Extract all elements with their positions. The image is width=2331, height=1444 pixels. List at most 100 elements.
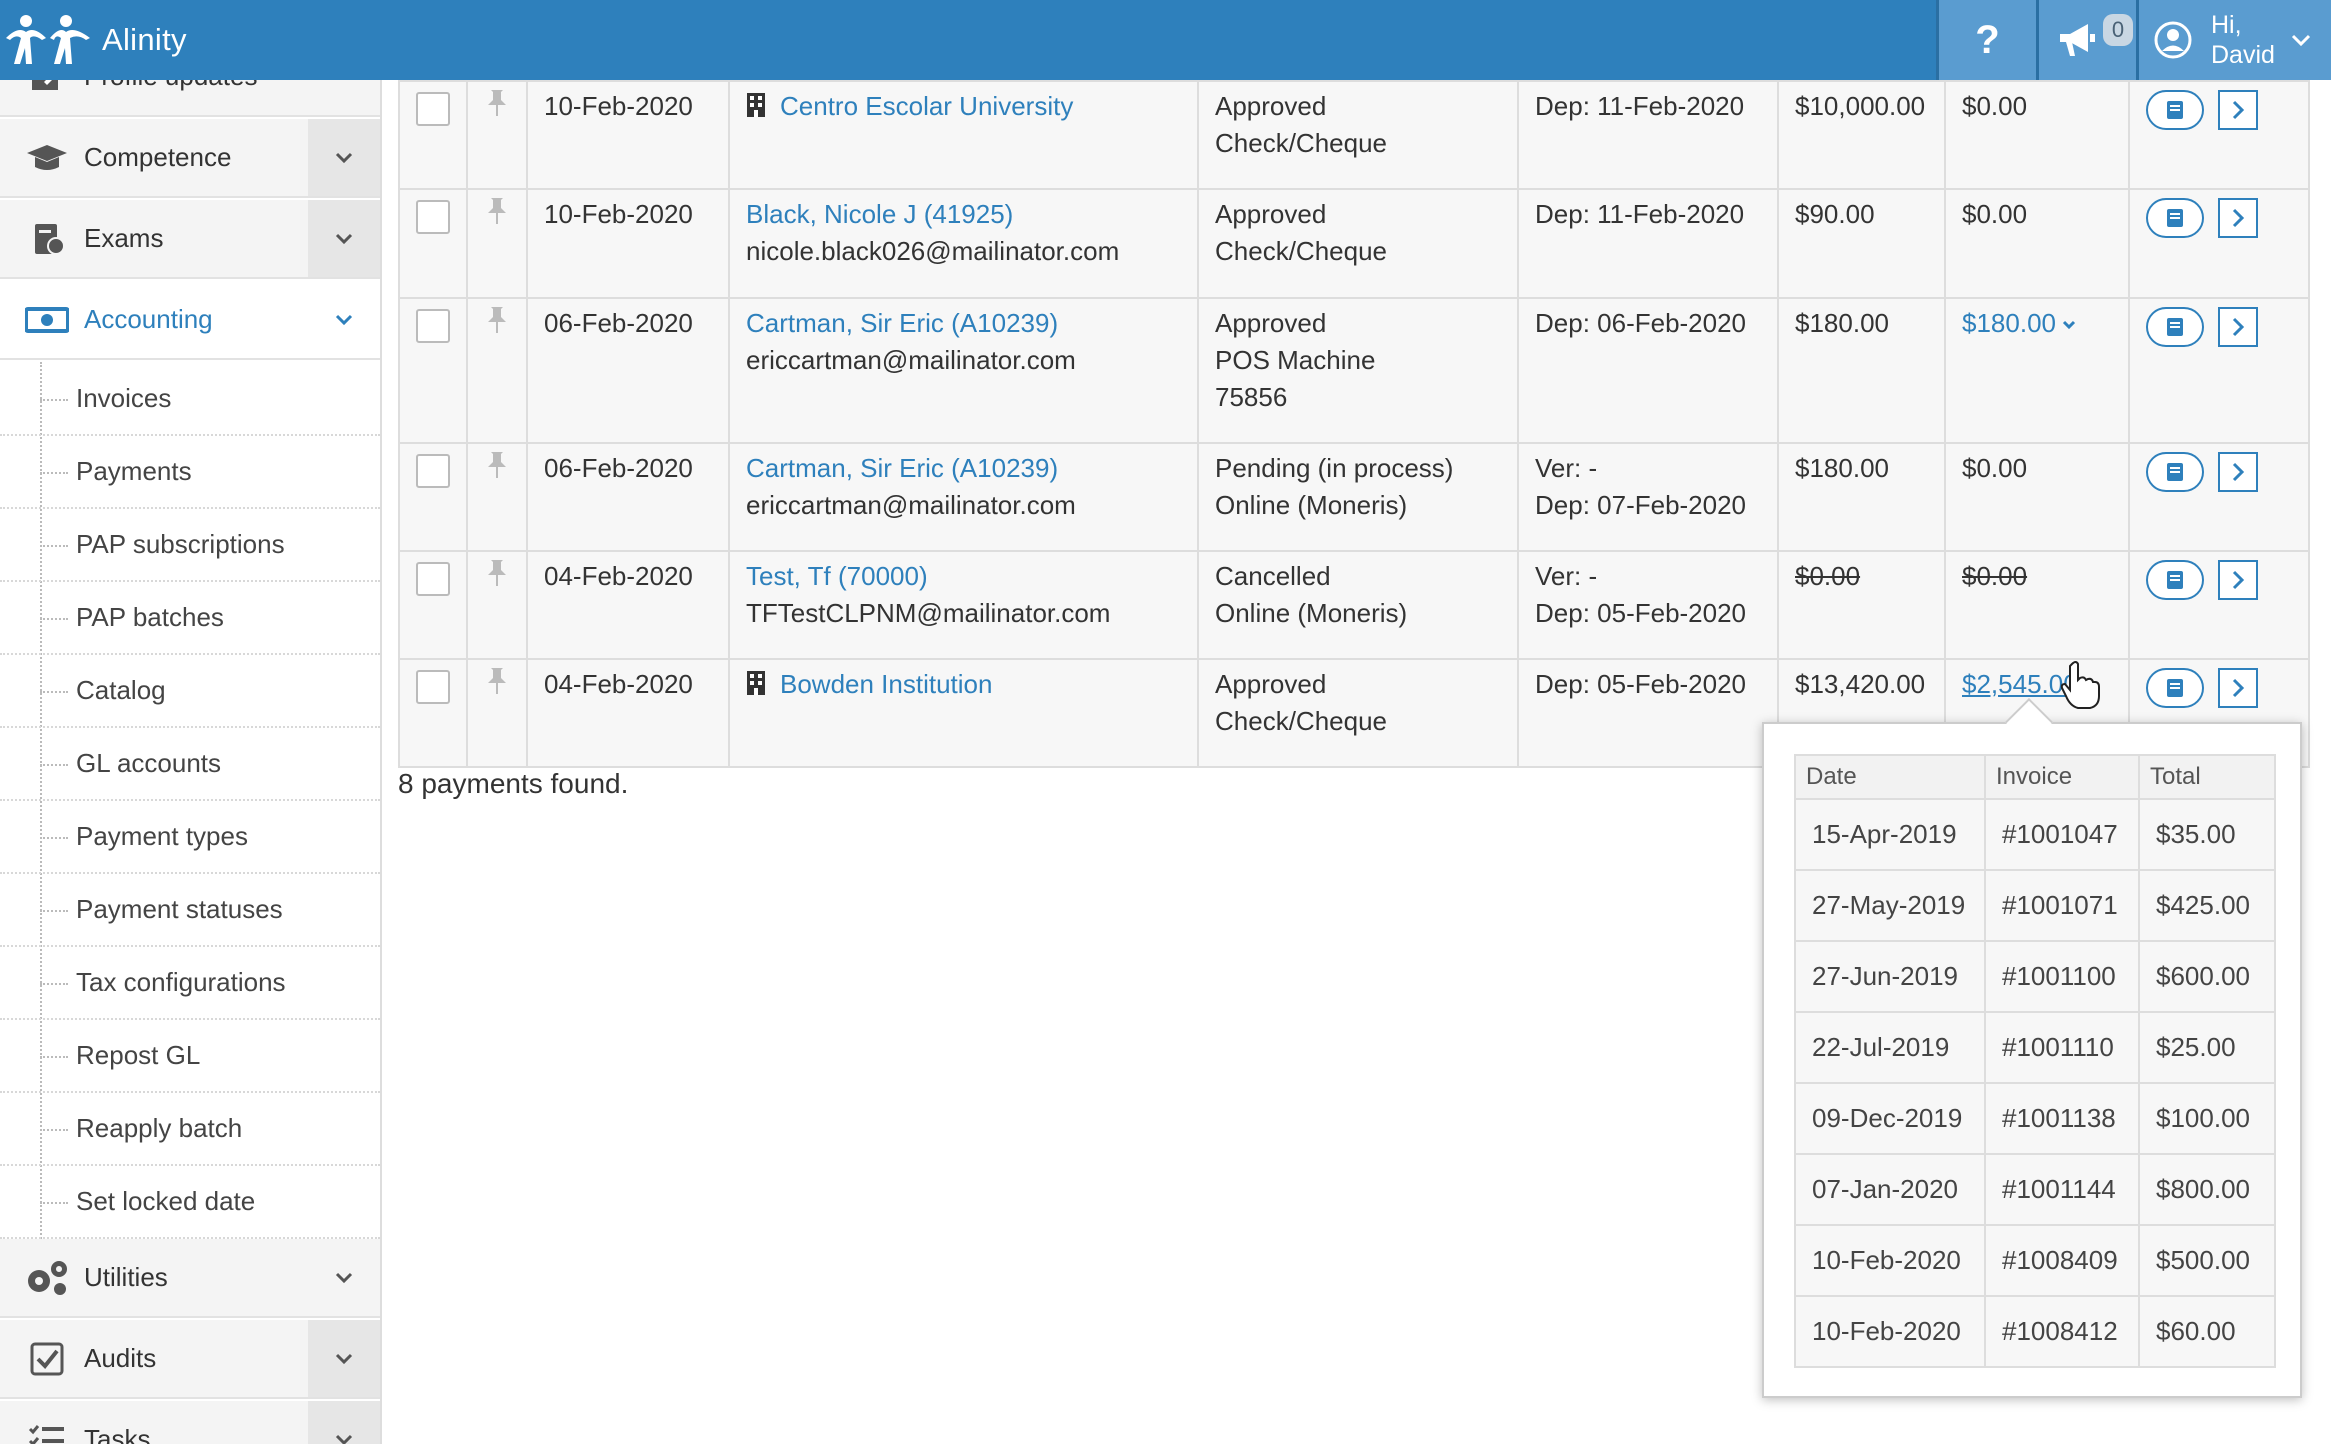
brand[interactable]: Alinity <box>4 8 187 72</box>
view-receipt-button[interactable] <box>2146 452 2204 492</box>
open-payment-button[interactable] <box>2218 560 2258 600</box>
table-row[interactable]: 06-Feb-2020 Cartman, Sir Eric (A10239) er… <box>398 442 2310 552</box>
invoice-date: 09-Dec-2019 <box>1794 1082 1986 1155</box>
user-menu-button[interactable]: Hi, David <box>2136 0 2331 80</box>
pin-icon[interactable] <box>486 305 508 335</box>
sidebar-subitem-catalog[interactable]: Catalog <box>0 655 380 728</box>
user-avatar-icon <box>2154 21 2192 59</box>
sidebar-item-exams[interactable]: Exams <box>0 200 380 279</box>
view-receipt-button[interactable] <box>2146 198 2204 238</box>
pin-icon[interactable] <box>486 450 508 480</box>
sidebar-item-tasks[interactable]: Tasks <box>0 1401 380 1444</box>
open-payment-button[interactable] <box>2218 90 2258 130</box>
sidebar-subitem-repost-gl[interactable]: Repost GL <box>0 1020 380 1093</box>
sidebar-item-utilities[interactable]: Utilities <box>0 1239 380 1318</box>
expand-utilities-button[interactable] <box>308 1239 380 1316</box>
sidebar-subitem-tax-configurations[interactable]: Tax configurations <box>0 947 380 1020</box>
view-receipt-button[interactable] <box>2146 90 2204 130</box>
applied-amount: $0.00 <box>1944 550 2130 660</box>
sidebar-subitem-reapply-batch[interactable]: Reapply batch <box>0 1093 380 1166</box>
sidebar-subitem-invoices[interactable]: Invoices <box>0 363 380 436</box>
payments-table: 10-Feb-2020 Centro Escolar University Ap… <box>398 80 2310 768</box>
table-row: 10-Feb-2020 #1008409 $500.00 <box>1794 1224 2276 1297</box>
invoice-number: #1001100 <box>1984 940 2140 1013</box>
sidebar: Profile updates Competence Exams Account… <box>0 80 382 1444</box>
sidebar-subitem-pap-batches[interactable]: PAP batches <box>0 582 380 655</box>
payer-link[interactable]: Black, Nicole J (41925) <box>746 199 1014 229</box>
sidebar-subitem-payments[interactable]: Payments <box>0 436 380 509</box>
sidebar-item-label: Profile updates <box>84 80 257 92</box>
payer-link[interactable]: Cartman, Sir Eric (A10239) <box>746 308 1059 338</box>
expand-audits-button[interactable] <box>308 1320 380 1397</box>
deposit-cell: Dep: 11-Feb-2020 <box>1517 188 1779 299</box>
pin-icon[interactable] <box>486 558 508 588</box>
chevron-right-icon <box>2232 208 2245 228</box>
sidebar-item-audits[interactable]: Audits <box>0 1320 380 1399</box>
help-button[interactable]: ? <box>1936 0 2036 80</box>
column-header-invoice: Invoice <box>1984 754 2140 800</box>
invoice-date: 10-Feb-2020 <box>1794 1224 1986 1297</box>
money-icon <box>24 302 70 338</box>
sidebar-item-label: Utilities <box>84 1262 168 1292</box>
expand-exams-button[interactable] <box>308 200 380 277</box>
applied-amount-dropdown[interactable]: $180.00 <box>1962 308 2076 338</box>
view-receipt-button[interactable] <box>2146 560 2204 600</box>
applied-amount-dropdown[interactable]: $2,545.00 <box>1962 669 2098 699</box>
payer-link[interactable]: Test, Tf (70000) <box>746 561 928 591</box>
sidebar-item-label: Exams <box>84 223 164 253</box>
sidebar-item-competence[interactable]: Competence <box>0 119 380 198</box>
invoice-number: #1001144 <box>1984 1153 2140 1226</box>
table-row[interactable]: 06-Feb-2020 Cartman, Sir Eric (A10239) er… <box>398 297 2310 444</box>
payment-method: Check/Cheque <box>1215 128 1387 158</box>
select-cell <box>398 442 468 552</box>
payer-link[interactable]: Bowden Institution <box>780 669 993 699</box>
table-row[interactable]: 04-Feb-2020 Test, Tf (70000) TFTestCLPNM@… <box>398 550 2310 660</box>
table-row: 09-Dec-2019 #1001138 $100.00 <box>1794 1082 2276 1155</box>
chevron-down-icon <box>335 1272 353 1283</box>
sidebar-subitem-pap-subscriptions[interactable]: PAP subscriptions <box>0 509 380 582</box>
row-checkbox[interactable] <box>416 309 450 343</box>
expand-tasks-button[interactable] <box>308 1401 380 1444</box>
pin-icon[interactable] <box>486 196 508 226</box>
select-cell <box>398 658 468 768</box>
table-row[interactable]: 10-Feb-2020 Black, Nicole J (41925) nicol… <box>398 188 2310 299</box>
notifications-button[interactable]: 0 <box>2036 0 2136 80</box>
row-checkbox[interactable] <box>416 200 450 234</box>
payment-method: POS Machine <box>1215 345 1376 375</box>
invoice-total: $60.00 <box>2138 1295 2276 1368</box>
pin-icon[interactable] <box>486 88 508 118</box>
sidebar-subitem-gl-accounts[interactable]: GL accounts <box>0 728 380 801</box>
view-receipt-button[interactable] <box>2146 307 2204 347</box>
row-checkbox[interactable] <box>416 670 450 704</box>
payment-date: 06-Feb-2020 <box>526 297 730 444</box>
view-receipt-button[interactable] <box>2146 668 2204 708</box>
payer-link[interactable]: Cartman, Sir Eric (A10239) <box>746 453 1059 483</box>
applied-invoices-popover: Date Invoice Total 15-Apr-2019 #1001047 $3… <box>1762 722 2302 1398</box>
open-payment-button[interactable] <box>2218 307 2258 347</box>
sidebar-subitem-payment-types[interactable]: Payment types <box>0 801 380 874</box>
sidebar-item-accounting[interactable]: Accounting <box>0 281 380 360</box>
open-payment-button[interactable] <box>2218 198 2258 238</box>
chevron-down-icon <box>335 314 353 325</box>
payment-amount: $0.00 <box>1777 550 1946 660</box>
collapse-accounting-button[interactable] <box>308 281 380 358</box>
expand-competence-button[interactable] <box>308 119 380 196</box>
actions-cell <box>2128 442 2310 552</box>
table-row[interactable]: 10-Feb-2020 Centro Escolar University Ap… <box>398 80 2310 190</box>
pin-icon[interactable] <box>486 666 508 696</box>
row-checkbox[interactable] <box>416 454 450 488</box>
document-icon <box>2167 571 2183 589</box>
row-checkbox[interactable] <box>416 562 450 596</box>
row-checkbox[interactable] <box>416 92 450 126</box>
payer-link[interactable]: Centro Escolar University <box>780 91 1074 121</box>
open-payment-button[interactable] <box>2218 668 2258 708</box>
select-cell <box>398 188 468 299</box>
payment-date: 04-Feb-2020 <box>526 550 730 660</box>
table-row: 27-Jun-2019 #1001100 $600.00 <box>1794 940 2276 1013</box>
sidebar-subitem-set-locked-date[interactable]: Set locked date <box>0 1166 380 1239</box>
sidebar-subitem-payment-statuses[interactable]: Payment statuses <box>0 874 380 947</box>
payer-cell: Test, Tf (70000) TFTestCLPNM@mailinator.c… <box>728 550 1199 660</box>
open-payment-button[interactable] <box>2218 452 2258 492</box>
payment-date: 10-Feb-2020 <box>526 80 730 190</box>
sidebar-item-profile-updates[interactable]: Profile updates <box>0 80 380 117</box>
